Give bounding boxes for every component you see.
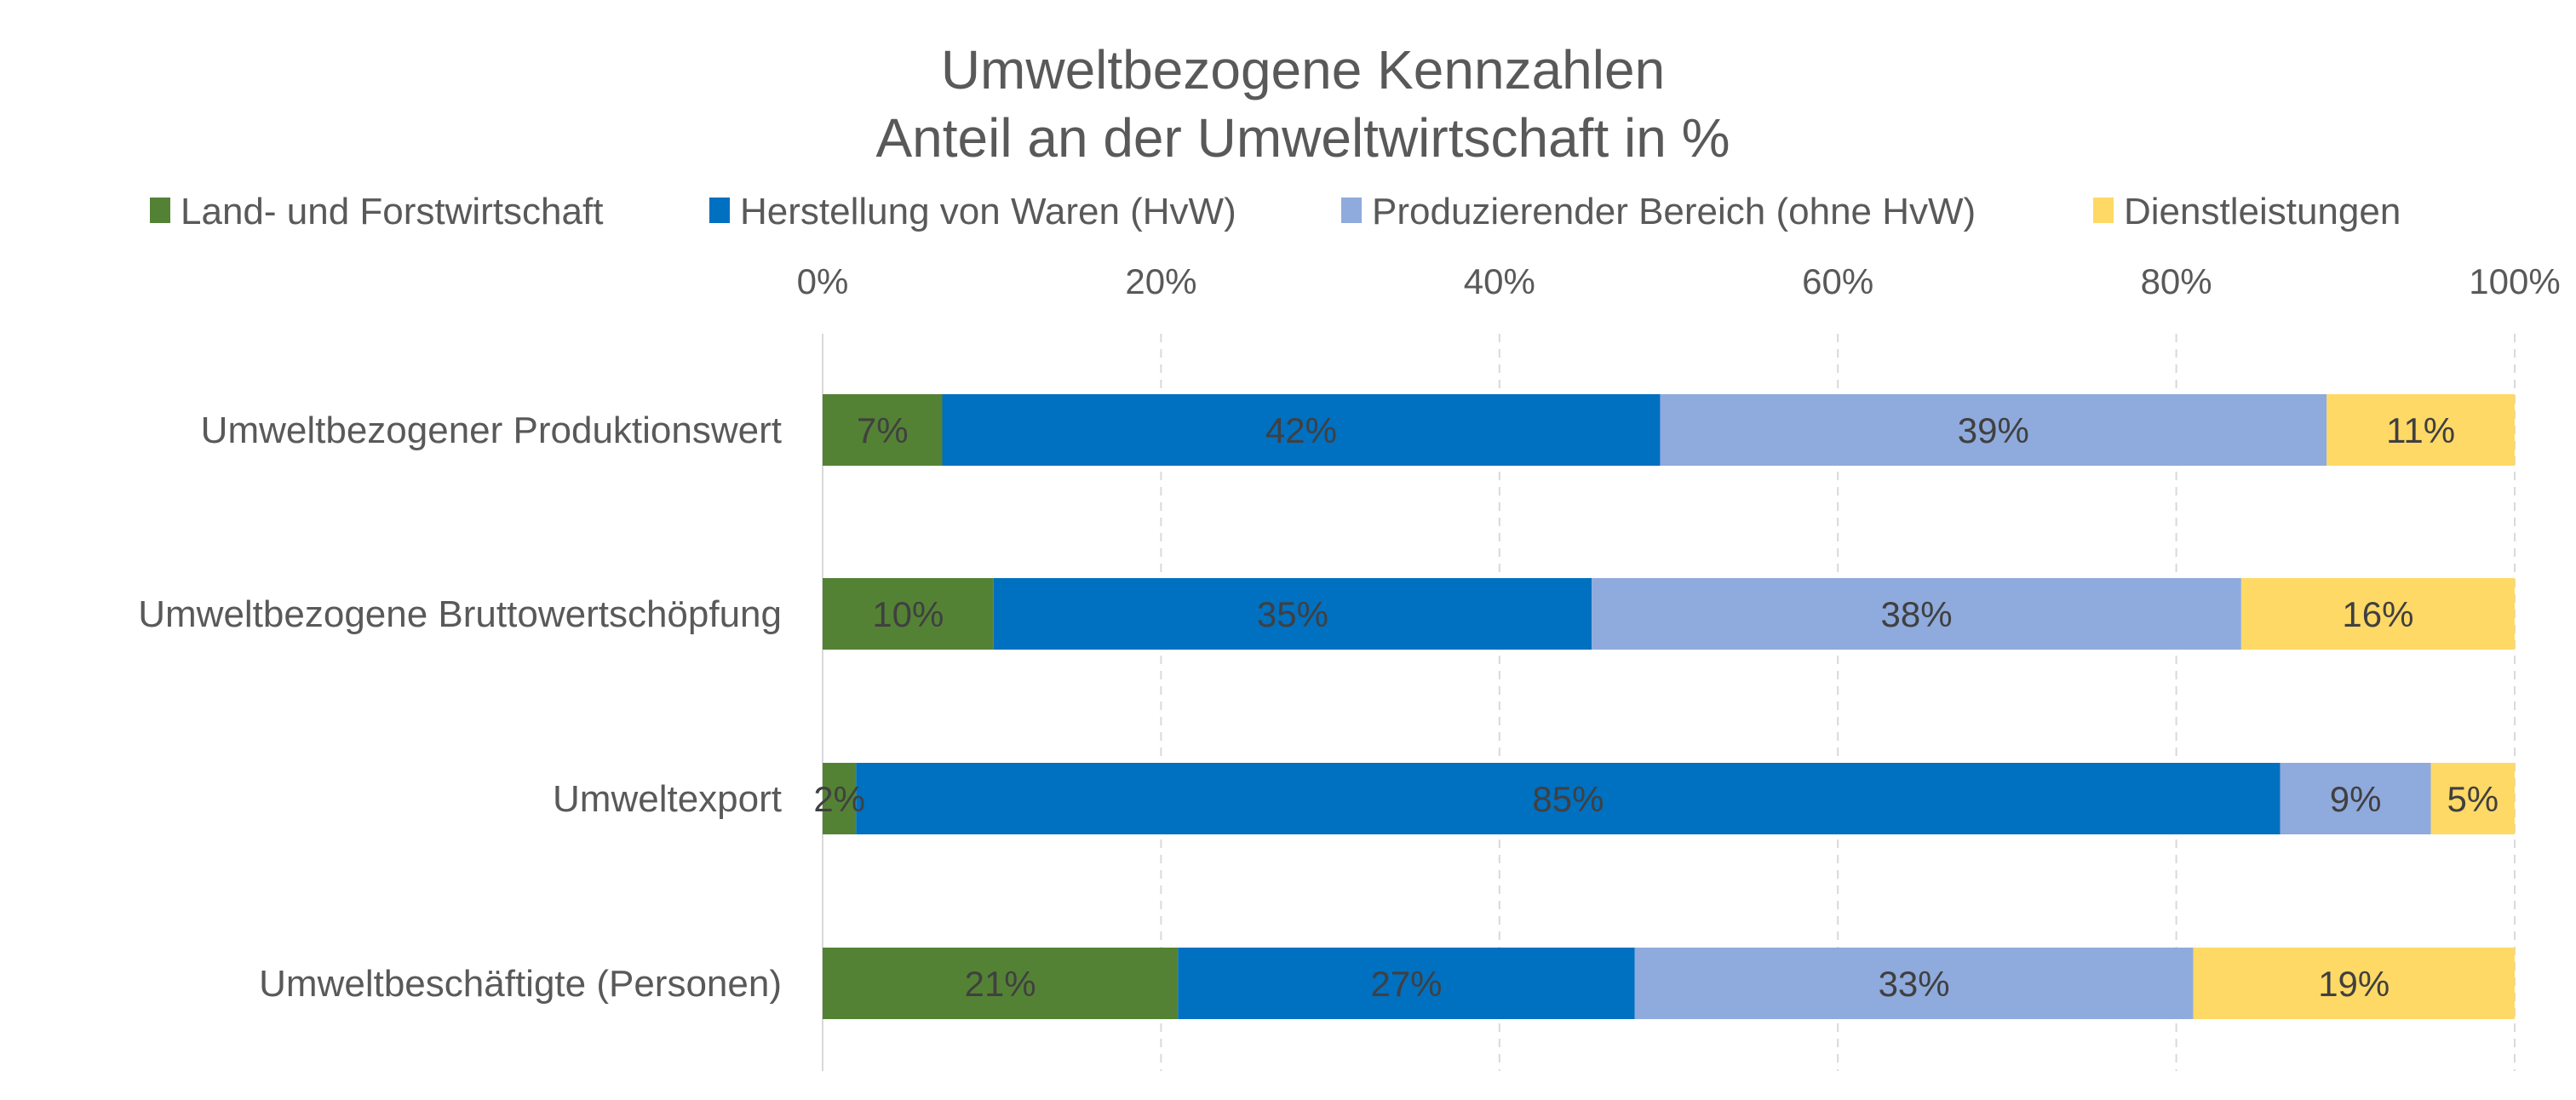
data-label: 21% xyxy=(965,964,1036,1004)
category-label: Umweltbeschäftigte (Personen) xyxy=(259,963,782,1005)
category-label: Umweltbezogener Produktionswert xyxy=(201,410,782,451)
data-label: 27% xyxy=(1370,964,1442,1004)
chart-subtitle: Anteil an der Umweltwirtschaft in % xyxy=(875,107,1730,169)
bar-segment xyxy=(2430,763,2515,834)
chart-title: Umweltbezogene Kennzahlen xyxy=(941,39,1665,100)
bar-segment xyxy=(2193,948,2515,1019)
bar-segment xyxy=(856,763,2281,834)
x-tick-label: 100% xyxy=(2469,261,2560,301)
legend-swatch xyxy=(2093,198,2114,223)
bar-segment xyxy=(823,394,943,466)
bars xyxy=(823,394,2515,1019)
bar-segment xyxy=(1178,948,1635,1019)
legend-swatch xyxy=(150,198,170,223)
bar-segment xyxy=(2326,394,2515,466)
data-label: 9% xyxy=(2330,779,2382,819)
data-label: 38% xyxy=(1880,594,1952,634)
data-label: 33% xyxy=(1879,964,1950,1004)
x-tick-label: 40% xyxy=(1464,261,1535,301)
data-label: 35% xyxy=(1257,594,1328,634)
x-tick-label: 0% xyxy=(797,261,849,301)
x-axis-ticks: 0% 20% 40% 60% 80% 100% xyxy=(797,261,2561,301)
category-label: Umweltbezogene Bruttowertschöpfung xyxy=(138,593,782,635)
legend: Land- und Forstwirtschaft Herstellung von… xyxy=(150,191,2401,232)
bar-segment xyxy=(1660,394,2327,466)
bar-segment xyxy=(2240,578,2515,650)
x-tick-label: 60% xyxy=(1802,261,1873,301)
legend-swatch xyxy=(1341,198,1362,223)
legend-swatch xyxy=(709,198,730,223)
data-label: 19% xyxy=(2318,964,2390,1004)
bar-segment xyxy=(2280,763,2431,834)
bar-segment xyxy=(993,578,1592,650)
bar-segment xyxy=(823,763,857,834)
bar-segment xyxy=(942,394,1661,466)
data-label: 2% xyxy=(813,779,865,819)
bar-segment xyxy=(1592,578,2241,650)
data-labels: 7% 42% 39% 11% 10% 35% 38% 16% 2% 85% 9% 5% 21% 27% 33… xyxy=(813,410,2499,1004)
data-label: 7% xyxy=(857,410,909,450)
data-label: 42% xyxy=(1265,410,1337,450)
bar-segment xyxy=(1634,948,2194,1019)
data-label: 10% xyxy=(872,594,944,634)
data-label: 39% xyxy=(1958,410,2029,450)
legend-label: Herstellung von Waren (HvW) xyxy=(740,191,1236,232)
category-label: Umweltexport xyxy=(553,778,782,820)
legend-label: Dienstleistungen xyxy=(2124,191,2401,232)
data-label: 16% xyxy=(2342,594,2413,634)
data-label: 11% xyxy=(2386,410,2455,450)
x-tick-label: 20% xyxy=(1125,261,1196,301)
legend-label: Produzierender Bereich (ohne HvW) xyxy=(1372,191,1976,232)
bar-segment xyxy=(823,578,994,650)
category-labels: Umweltbezogener Produktionswert Umweltbez… xyxy=(138,410,782,1005)
x-tick-label: 80% xyxy=(2141,261,2212,301)
legend-label: Land- und Forstwirtschaft xyxy=(181,191,603,232)
bar-segment xyxy=(823,948,1179,1019)
data-label: 85% xyxy=(1532,779,1604,819)
data-label: 5% xyxy=(2447,779,2499,819)
